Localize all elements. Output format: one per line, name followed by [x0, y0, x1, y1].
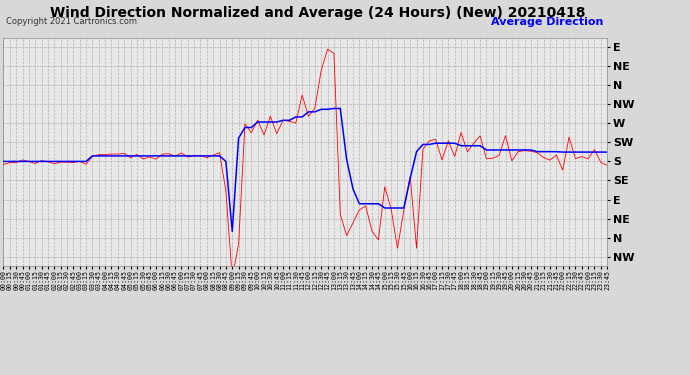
Text: Average Direction: Average Direction [491, 17, 604, 27]
Text: Wind Direction Normalized and Average (24 Hours) (New) 20210418: Wind Direction Normalized and Average (2… [50, 6, 585, 20]
Text: Copyright 2021 Cartronics.com: Copyright 2021 Cartronics.com [6, 17, 137, 26]
